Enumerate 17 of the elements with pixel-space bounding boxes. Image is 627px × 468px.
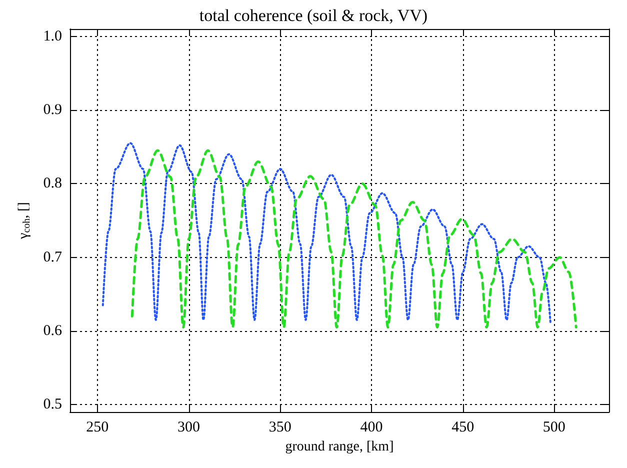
x-tick-label: 300 <box>178 420 200 436</box>
y-tick-label: 0.6 <box>43 322 62 339</box>
x-tick-label: 250 <box>86 420 109 436</box>
line-series <box>102 142 552 325</box>
y-tick-label: 0.7 <box>43 249 62 266</box>
y-tick-label: 0.8 <box>43 176 62 192</box>
x-tick-label: 400 <box>360 420 383 436</box>
x-tick-label: 450 <box>452 420 474 436</box>
y-tick-label: 1.0 <box>43 28 62 44</box>
x-axis-title: ground range, [km] <box>285 439 394 454</box>
y-axis-title: γcoh, [] <box>16 202 32 240</box>
y-tick-label: 0.5 <box>43 396 62 413</box>
chart-title: total coherence (soil & rock, VV) <box>199 6 428 25</box>
y-tick-label: 0.9 <box>43 102 62 118</box>
line-series <box>130 149 578 329</box>
x-tick-label: 500 <box>542 420 566 436</box>
x-tick-label: 350 <box>268 420 292 436</box>
